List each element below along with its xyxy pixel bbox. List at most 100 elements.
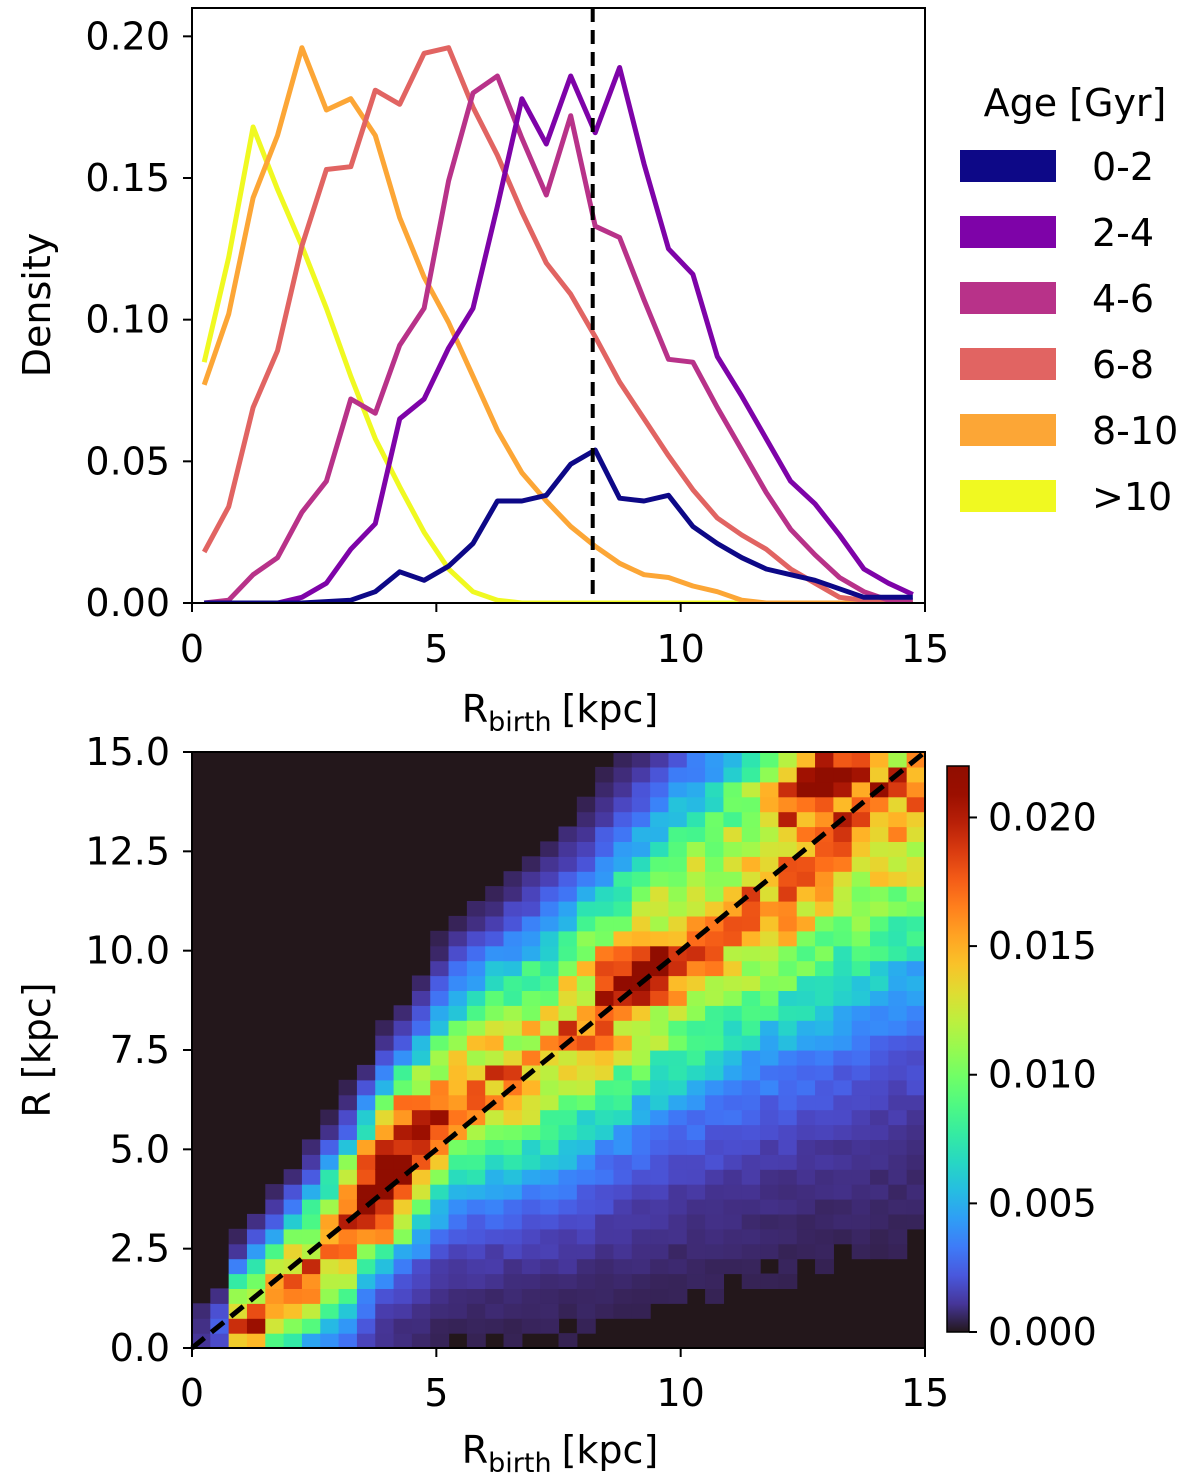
heatmap-cell — [430, 1288, 450, 1304]
heatmap-cell — [540, 1154, 560, 1170]
heatmap-cell — [631, 841, 651, 857]
heatmap-cell — [888, 856, 908, 872]
heatmap-cell — [375, 1094, 395, 1111]
heatmap-cell — [741, 752, 761, 768]
heatmap-cell — [631, 856, 651, 872]
heatmap-cell — [686, 1094, 706, 1111]
density-x-ticks: 0 5 10 15 — [180, 603, 949, 671]
heatmap-cell — [723, 960, 743, 977]
heatmap-cell — [320, 1184, 340, 1200]
heatmap-cell — [595, 1035, 615, 1051]
heatmap-cell — [411, 1243, 431, 1260]
heatmap-cell — [760, 1243, 779, 1260]
heatmap-cell — [595, 990, 615, 1006]
density-x-axis-label-unit: [kpc] — [562, 687, 659, 731]
heatmap-cell — [448, 1273, 468, 1289]
heatmap-cell — [631, 960, 651, 977]
heatmap-cell — [906, 1050, 926, 1066]
heatmap-cell — [393, 1139, 413, 1155]
heatmap-cell — [778, 1199, 798, 1215]
heatmap-cell — [705, 975, 725, 991]
heatmap-cell — [888, 1199, 908, 1215]
heatmap-cell — [741, 871, 761, 887]
heatmap-cell — [466, 1288, 486, 1304]
heatmap-cell — [466, 1258, 486, 1275]
legend-label-0-2: 0-2 — [1092, 145, 1154, 189]
heatmap-cell — [393, 1228, 413, 1245]
heatmap-cell — [705, 1199, 725, 1215]
heatmap-cell — [686, 1213, 706, 1230]
y-tick-label: 5.0 — [110, 1127, 170, 1171]
heatmap-cell — [540, 930, 560, 947]
heatmap-cell — [540, 1005, 560, 1021]
heatmap-cell — [851, 766, 871, 783]
heatmap-cell — [833, 1213, 853, 1230]
heatmap-cell — [595, 930, 615, 947]
heatmap-cell — [906, 1005, 926, 1021]
heatmap-cell — [540, 871, 560, 887]
heatmap-cell — [705, 1169, 725, 1185]
heatmap-cell — [466, 990, 486, 1006]
heatmap-cell — [796, 886, 816, 902]
heatmap-cell — [796, 781, 816, 798]
heatmap-cell — [485, 1035, 505, 1051]
heatmap-cell — [540, 1184, 560, 1200]
heatmap-cell — [375, 1064, 395, 1081]
heatmap-cell — [576, 886, 596, 902]
heatmap-cell — [778, 1124, 798, 1140]
heatmap-cell — [888, 990, 908, 1006]
heatmap-cell — [631, 871, 651, 887]
heatmap-cell — [796, 811, 816, 828]
heatmap-cell — [448, 945, 468, 962]
heatmap-cell — [668, 1139, 688, 1155]
heatmap-cell — [430, 1258, 450, 1275]
density-x-axis-label-sub: birth — [488, 707, 551, 738]
heatmap-cell — [778, 1064, 798, 1081]
heatmap-cell — [760, 1020, 779, 1036]
heatmap-cell — [338, 1333, 358, 1349]
heatmap-cell — [851, 1035, 871, 1051]
heatmap-cell — [466, 1124, 486, 1140]
heatmap-cell — [558, 1184, 578, 1200]
heatmap-cell — [888, 1124, 908, 1140]
y-tick-label: 2.5 — [110, 1227, 170, 1271]
heatmap-cell — [833, 945, 853, 962]
heatmap-cell — [815, 1094, 834, 1111]
heatmap-cell — [778, 1005, 798, 1021]
heatmap-cell — [576, 826, 596, 842]
heatmap-cell — [246, 1228, 266, 1245]
heatmap-cell — [521, 930, 541, 947]
heatmap-cell — [631, 945, 651, 962]
heatmap-cell — [540, 1094, 560, 1111]
heatmap-cell — [411, 1064, 431, 1081]
heatmap-cell — [796, 1228, 816, 1245]
heatmap-cell — [466, 1094, 486, 1111]
heatmap-cell — [595, 1064, 615, 1081]
heatmap-cell — [503, 1243, 523, 1260]
heatmap-cell — [631, 1199, 651, 1215]
heatmap-cell — [558, 960, 578, 977]
heatmap-cell — [778, 990, 798, 1006]
heatmap-cell — [503, 945, 523, 962]
heatmap-cell — [906, 1184, 926, 1200]
heatmap-cell — [705, 886, 725, 902]
heatmap-cell — [521, 1258, 541, 1275]
heatmap-cell — [851, 901, 871, 917]
heatmap-cell — [741, 1139, 761, 1155]
heatmap-cell — [411, 1288, 431, 1304]
heatmap-cell — [723, 886, 743, 902]
heatmap-cell — [870, 766, 889, 783]
heatmap-cell — [631, 796, 651, 813]
heatmap-cell — [375, 1050, 395, 1066]
heatmap-cell — [705, 1079, 725, 1096]
heatmap-cell — [668, 1273, 688, 1289]
heatmap-cell — [576, 1109, 596, 1126]
heatmap-cell — [430, 1109, 450, 1126]
heatmap-cell — [650, 945, 670, 962]
heatmap-cell — [521, 886, 541, 902]
heatmap-cell — [851, 1199, 871, 1215]
heatmap-x-axis-label-main: R — [462, 1428, 488, 1472]
heatmap-cell — [686, 1079, 706, 1096]
heatmap-cell — [503, 1124, 523, 1140]
heatmap-cell — [576, 930, 596, 947]
